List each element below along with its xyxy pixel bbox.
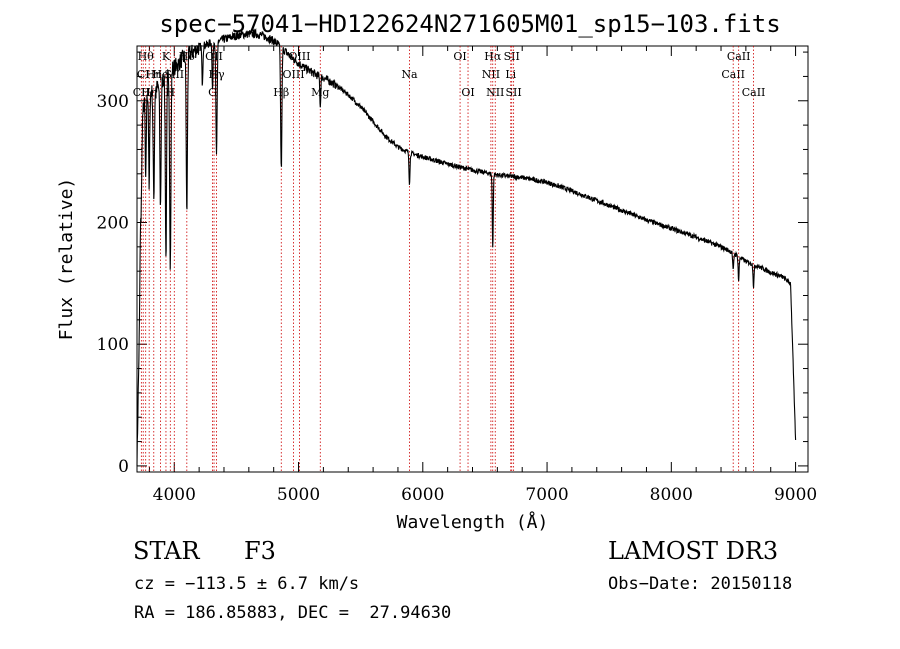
line-marker-label: K bbox=[162, 50, 171, 63]
object-class: STAR bbox=[133, 537, 200, 565]
x-tick-label: 6000 bbox=[401, 485, 444, 505]
observation-date: Obs−Date: 20150118 bbox=[608, 574, 793, 594]
line-marker-label: Na bbox=[401, 68, 418, 81]
line-marker-label: OI bbox=[453, 50, 466, 63]
spectrum-line bbox=[136, 27, 797, 466]
line-marker-label: OI bbox=[461, 86, 474, 99]
line-marker-label: Hγ bbox=[208, 68, 225, 81]
line-marker-label: CI bbox=[137, 68, 150, 81]
x-axis-label: Wavelength (Å) bbox=[397, 511, 549, 533]
line-marker-label: SII bbox=[504, 50, 520, 63]
line-marker-label: Hη bbox=[141, 86, 157, 99]
y-tick-label: 200 bbox=[97, 213, 129, 233]
line-marker-label: SII bbox=[506, 86, 522, 99]
line-marker-label: SiII bbox=[164, 68, 184, 81]
line-marker-label: CaII bbox=[727, 50, 751, 63]
survey-name: LAMOST DR3 bbox=[608, 537, 779, 565]
x-tick-label: 9000 bbox=[774, 485, 817, 505]
line-marker-label: Li bbox=[505, 68, 516, 81]
x-tick-label: 4000 bbox=[153, 485, 196, 505]
line-marker-label: Hα bbox=[484, 50, 502, 63]
line-marker-label: NII bbox=[482, 68, 500, 81]
x-tick-label: 8000 bbox=[650, 485, 693, 505]
line-marker-label: Hβ bbox=[273, 86, 289, 99]
line-marker-label: Hθ bbox=[138, 50, 155, 63]
y-tick-label: 300 bbox=[97, 92, 129, 112]
line-marker-label: OII bbox=[205, 50, 223, 63]
spectral-subclass: F3 bbox=[244, 537, 276, 565]
x-tick-label: 7000 bbox=[525, 485, 568, 505]
line-marker-label: NII bbox=[486, 86, 504, 99]
line-marker-label: H bbox=[166, 86, 176, 99]
line-marker-label: G bbox=[208, 86, 217, 99]
redshift-velocity: cz = −113.5 ± 6.7 km/s bbox=[134, 574, 360, 594]
line-marker-label: Hη bbox=[146, 68, 162, 81]
line-marker-label: OIII bbox=[283, 68, 305, 81]
y-tick-label: 100 bbox=[97, 335, 129, 355]
line-marker-label: CaII bbox=[742, 86, 766, 99]
line-marker-label: CaII bbox=[721, 68, 745, 81]
plot-frame bbox=[136, 45, 809, 473]
y-tick-label: 0 bbox=[118, 457, 129, 477]
x-tick-label: 5000 bbox=[277, 485, 320, 505]
coordinates: RA = 186.85883, DEC = 27.94630 bbox=[134, 603, 452, 623]
line-marker-label: Mg bbox=[311, 86, 329, 99]
y-axis-label: Flux (relative) bbox=[56, 178, 77, 341]
